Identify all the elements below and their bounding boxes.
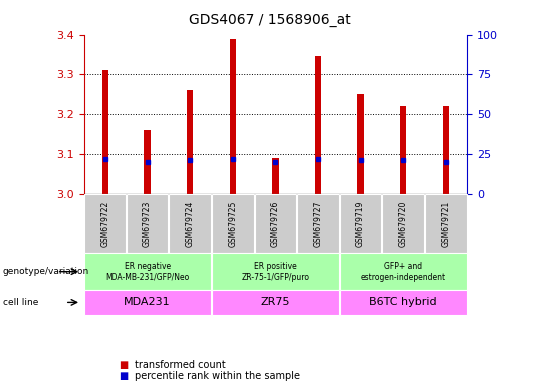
Text: ER negative
MDA-MB-231/GFP/Neo: ER negative MDA-MB-231/GFP/Neo xyxy=(105,262,190,282)
Bar xyxy=(102,70,108,194)
Text: ■: ■ xyxy=(119,360,128,370)
Bar xyxy=(272,158,279,194)
Text: GSM679721: GSM679721 xyxy=(441,200,450,247)
Text: cell line: cell line xyxy=(3,298,38,307)
Text: GFP+ and
estrogen-independent: GFP+ and estrogen-independent xyxy=(361,262,446,282)
Text: GDS4067 / 1568906_at: GDS4067 / 1568906_at xyxy=(189,13,351,27)
Text: GSM679723: GSM679723 xyxy=(143,200,152,247)
Text: GSM679727: GSM679727 xyxy=(314,200,322,247)
Text: ■: ■ xyxy=(119,371,128,381)
Text: percentile rank within the sample: percentile rank within the sample xyxy=(135,371,300,381)
Bar xyxy=(144,130,151,194)
Text: GSM679726: GSM679726 xyxy=(271,200,280,247)
Text: B6TC hybrid: B6TC hybrid xyxy=(369,297,437,308)
Bar xyxy=(357,94,364,194)
Bar xyxy=(230,38,236,194)
Bar xyxy=(400,106,407,194)
Text: ER positive
ZR-75-1/GFP/puro: ER positive ZR-75-1/GFP/puro xyxy=(241,262,309,282)
Bar xyxy=(315,56,321,194)
Text: GSM679725: GSM679725 xyxy=(228,200,237,247)
Text: genotype/variation: genotype/variation xyxy=(3,267,89,276)
Bar xyxy=(187,90,193,194)
Text: MDA231: MDA231 xyxy=(124,297,171,308)
Text: GSM679719: GSM679719 xyxy=(356,200,365,247)
Text: GSM679724: GSM679724 xyxy=(186,200,195,247)
Text: GSM679720: GSM679720 xyxy=(399,200,408,247)
Bar xyxy=(443,106,449,194)
Text: GSM679722: GSM679722 xyxy=(100,200,110,247)
Text: ZR75: ZR75 xyxy=(261,297,290,308)
Text: transformed count: transformed count xyxy=(135,360,226,370)
